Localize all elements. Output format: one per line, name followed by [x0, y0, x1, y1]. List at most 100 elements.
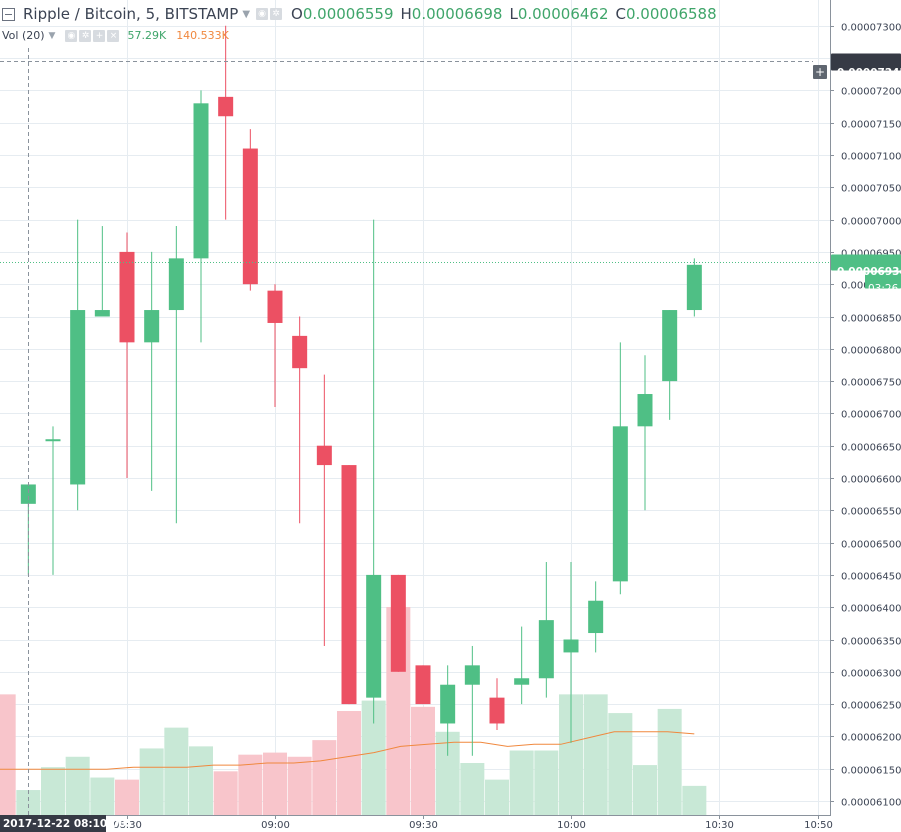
price-tick-label: 0.00006500 — [841, 540, 901, 551]
candle-body — [489, 697, 505, 724]
candle-body — [440, 684, 456, 724]
volume-title[interactable]: Vol (20) — [2, 29, 45, 42]
price-tick-label: 0.00006200 — [841, 733, 901, 744]
time-tick-label: 09:00 — [261, 820, 290, 831]
volume-bar — [238, 754, 263, 815]
price-tick-label: 0.00007150 — [841, 120, 901, 131]
candle-body — [267, 290, 283, 323]
candle-body — [242, 148, 258, 285]
candles — [20, 25, 702, 756]
low-key: L — [509, 5, 518, 23]
last-price-label: 0.00006934 03:26 — [831, 254, 901, 295]
price-tick-label: 0.00007300 — [841, 23, 901, 34]
volume-bar — [287, 756, 312, 815]
price-tick-label: 0.00007000 — [841, 217, 901, 228]
volume-bar — [485, 779, 509, 815]
candle-body — [637, 394, 653, 427]
open-key: O — [291, 5, 303, 23]
price-tick-label: 0.00006550 — [841, 507, 901, 518]
volume-legend-row: Vol (20) ▼ ◉ ✲ + × 57.29K 140.533K — [2, 29, 229, 42]
candle-body — [563, 639, 579, 653]
price-tick-label: 0.00007100 — [841, 152, 901, 163]
volume-bar — [411, 706, 435, 815]
volume-bar — [115, 779, 139, 815]
price-tick-label: 0.00006350 — [841, 637, 901, 648]
volume-ma-line — [0, 731, 695, 770]
candle-body — [366, 574, 382, 698]
add-icon[interactable]: + — [93, 29, 106, 42]
volume-bar — [65, 756, 90, 815]
volume-bar — [509, 750, 534, 815]
symbol-legend-row: Ripple / Bitcoin, 5, BITSTAMP ▼ ◉ ✲ O 0.0… — [2, 5, 717, 23]
chart-legend: Ripple / Bitcoin, 5, BITSTAMP ▼ ◉ ✲ O 0.0… — [0, 0, 830, 48]
price-tick-label: 0.00006950 — [841, 249, 901, 260]
chevron-down-icon[interactable]: ▼ — [48, 30, 56, 41]
crosshair-time-text: 2017-12-22 08:10:00 — [3, 818, 126, 830]
collapse-icon[interactable] — [2, 7, 15, 21]
time-tick-label: 10:50 — [804, 820, 833, 831]
last-price-text: 0.00006934 — [837, 266, 901, 278]
volume-bar — [337, 711, 361, 815]
candle-body — [144, 310, 160, 343]
price-tick-label: 0.00006800 — [841, 346, 901, 357]
time-tick-label: 10:00 — [557, 820, 586, 831]
candle-body — [316, 445, 332, 466]
high-value: 0.00006698 — [411, 5, 503, 23]
candle-body — [464, 665, 480, 685]
symbol-title[interactable]: Ripple / Bitcoin, 5, BITSTAMP — [23, 5, 239, 23]
countdown-bg — [865, 272, 901, 289]
price-tick-label: 0.00006750 — [841, 378, 901, 389]
volume-bar — [460, 763, 485, 815]
chevron-down-icon[interactable]: ▼ — [242, 8, 251, 20]
candle-body — [45, 439, 61, 442]
price-tick-label: 0.00007350 — [841, 0, 901, 2]
grid-lines — [0, 0, 830, 815]
volume-bar — [90, 777, 115, 815]
plus-icon-box[interactable] — [813, 65, 827, 79]
volume-bar — [189, 746, 213, 815]
price-tick-label: 0.00006300 — [841, 669, 901, 680]
volume-bar — [583, 694, 608, 815]
crosshair-price-label: + + 0.00007245 — [813, 53, 901, 79]
price-tick-label: 0.00006850 — [841, 314, 901, 325]
candle-body — [193, 103, 209, 259]
candle-body — [292, 335, 308, 369]
candle-body — [686, 264, 702, 311]
candle-body — [612, 426, 628, 582]
candle-body — [588, 600, 604, 634]
time-tick-label: 08:30 — [113, 820, 142, 831]
volume-bar — [164, 727, 189, 815]
volume-bar — [657, 708, 682, 815]
volume-bar — [213, 771, 238, 815]
volume-bar — [41, 767, 65, 815]
crosshair-time-label: 2017-12-22 08:10:00 — [0, 815, 126, 832]
open-value: 0.00006559 — [302, 5, 394, 23]
volume-bar — [534, 750, 559, 815]
close-key: C — [615, 5, 626, 23]
price-tick-label: 0.00006600 — [841, 475, 901, 486]
candle-body — [218, 96, 234, 117]
volume-bar — [0, 694, 16, 815]
price-tick-label: 0.00007050 — [841, 184, 901, 195]
crosshair-price-text: 0.00007245 — [837, 67, 901, 79]
volume-bar — [263, 752, 287, 815]
close-icon[interactable]: × — [107, 29, 120, 42]
eye-icon[interactable]: ◉ — [65, 29, 78, 42]
price-tick-label: 0.00006650 — [841, 443, 901, 454]
gear-icon[interactable]: ✲ — [270, 8, 283, 20]
close-value: 0.00006588 — [625, 5, 717, 23]
volume-bar — [682, 785, 707, 815]
price-axis[interactable] — [830, 0, 901, 832]
gear-icon[interactable]: ✲ — [79, 29, 92, 42]
volume-ma-value: 140.533K — [176, 29, 229, 42]
volume-bar — [16, 790, 41, 815]
price-axis-labels: 0.00006100 0.00006150 0.00006200 0.00006250… — [830, 0, 901, 809]
price-tick-label: 0.00006700 — [841, 410, 901, 421]
candle-body — [119, 251, 135, 343]
price-tick-label: 0.00006250 — [841, 701, 901, 712]
eye-icon[interactable]: ◉ — [256, 8, 269, 20]
candle-body — [20, 484, 36, 504]
time-axis-labels[interactable]: 08:30 09:00 09:30 10:00 10:30 10:50 — [113, 815, 833, 831]
candle-body — [390, 574, 406, 672]
